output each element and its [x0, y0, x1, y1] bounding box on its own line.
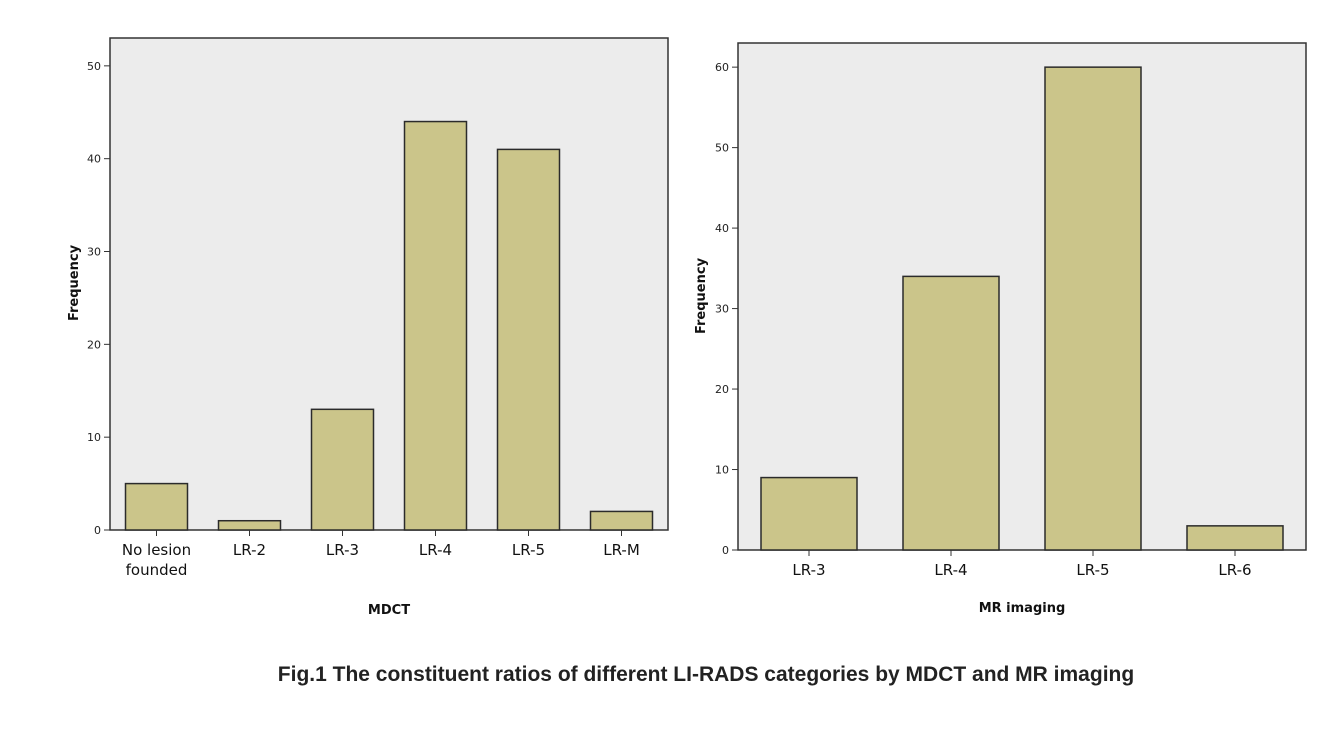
mdct-bar-5	[589, 510, 654, 531]
mr-xtick-label-0: LR-3	[792, 561, 825, 579]
mr-plot-area	[737, 42, 1307, 551]
figure-caption: Fig.1 The constituent ratios of differen…	[278, 663, 1134, 686]
mdct-plot-area	[109, 37, 669, 531]
mr-bar-2	[1044, 66, 1142, 551]
mr-ytick-label-30: 30	[715, 303, 729, 316]
mr-xtick-label-1: LR-4	[934, 561, 967, 579]
mdct-xtick-label-2: LR-3	[326, 541, 359, 559]
chart-mdct: 0 10 20 30 40 50 No lesion founded LR-2 LR-3 LR-4 L…	[67, 37, 669, 618]
mdct-bar-2	[310, 408, 375, 531]
mdct-ytick-label-20: 20	[87, 338, 101, 351]
mdct-bar-4	[496, 148, 561, 531]
mdct-xtick-label-3: LR-4	[419, 541, 452, 559]
mr-ytick-label-10: 10	[715, 464, 729, 477]
mdct-y-axis-title: Frequency	[67, 244, 82, 321]
mr-ytick-label-0: 0	[722, 544, 729, 557]
mr-ytick-label-60: 60	[715, 61, 729, 74]
mdct-ytick-label-40: 40	[87, 153, 101, 166]
mr-ytick-label-40: 40	[715, 222, 729, 235]
mdct-bar-1	[217, 519, 282, 531]
mr-bar-3	[1186, 525, 1284, 551]
mr-bar-0	[760, 476, 858, 551]
mdct-xtick-label-0: No lesion founded	[122, 541, 191, 579]
mdct-x-axis-title: MDCT	[368, 603, 410, 618]
mr-bar-1	[902, 275, 1000, 551]
mr-xtick-label-2: LR-5	[1076, 561, 1109, 579]
mdct-ytick-label-0: 0	[94, 524, 101, 537]
mdct-ytick-label-10: 10	[87, 431, 101, 444]
mdct-xtick-label-4: LR-5	[512, 541, 545, 559]
mdct-xtick-label-5: LR-M	[603, 541, 640, 559]
mr-y-axis-title: Frequency	[694, 257, 709, 334]
mdct-ytick-label-50: 50	[87, 60, 101, 73]
mdct-bar-0	[124, 482, 189, 531]
mr-ytick-label-20: 20	[715, 383, 729, 396]
mdct-xtick-label-1: LR-2	[233, 541, 266, 559]
chart-mr: 0 10 20 30 40 50 60 LR-3 LR-4 LR-5 LR-6 MR imaging F…	[694, 42, 1307, 616]
mr-ytick-label-50: 50	[715, 142, 729, 155]
mdct-ytick-label-30: 30	[87, 246, 101, 259]
mr-x-axis-title: MR imaging	[979, 601, 1066, 616]
mr-xtick-label-3: LR-6	[1218, 561, 1251, 579]
mdct-bar-3	[403, 120, 468, 531]
